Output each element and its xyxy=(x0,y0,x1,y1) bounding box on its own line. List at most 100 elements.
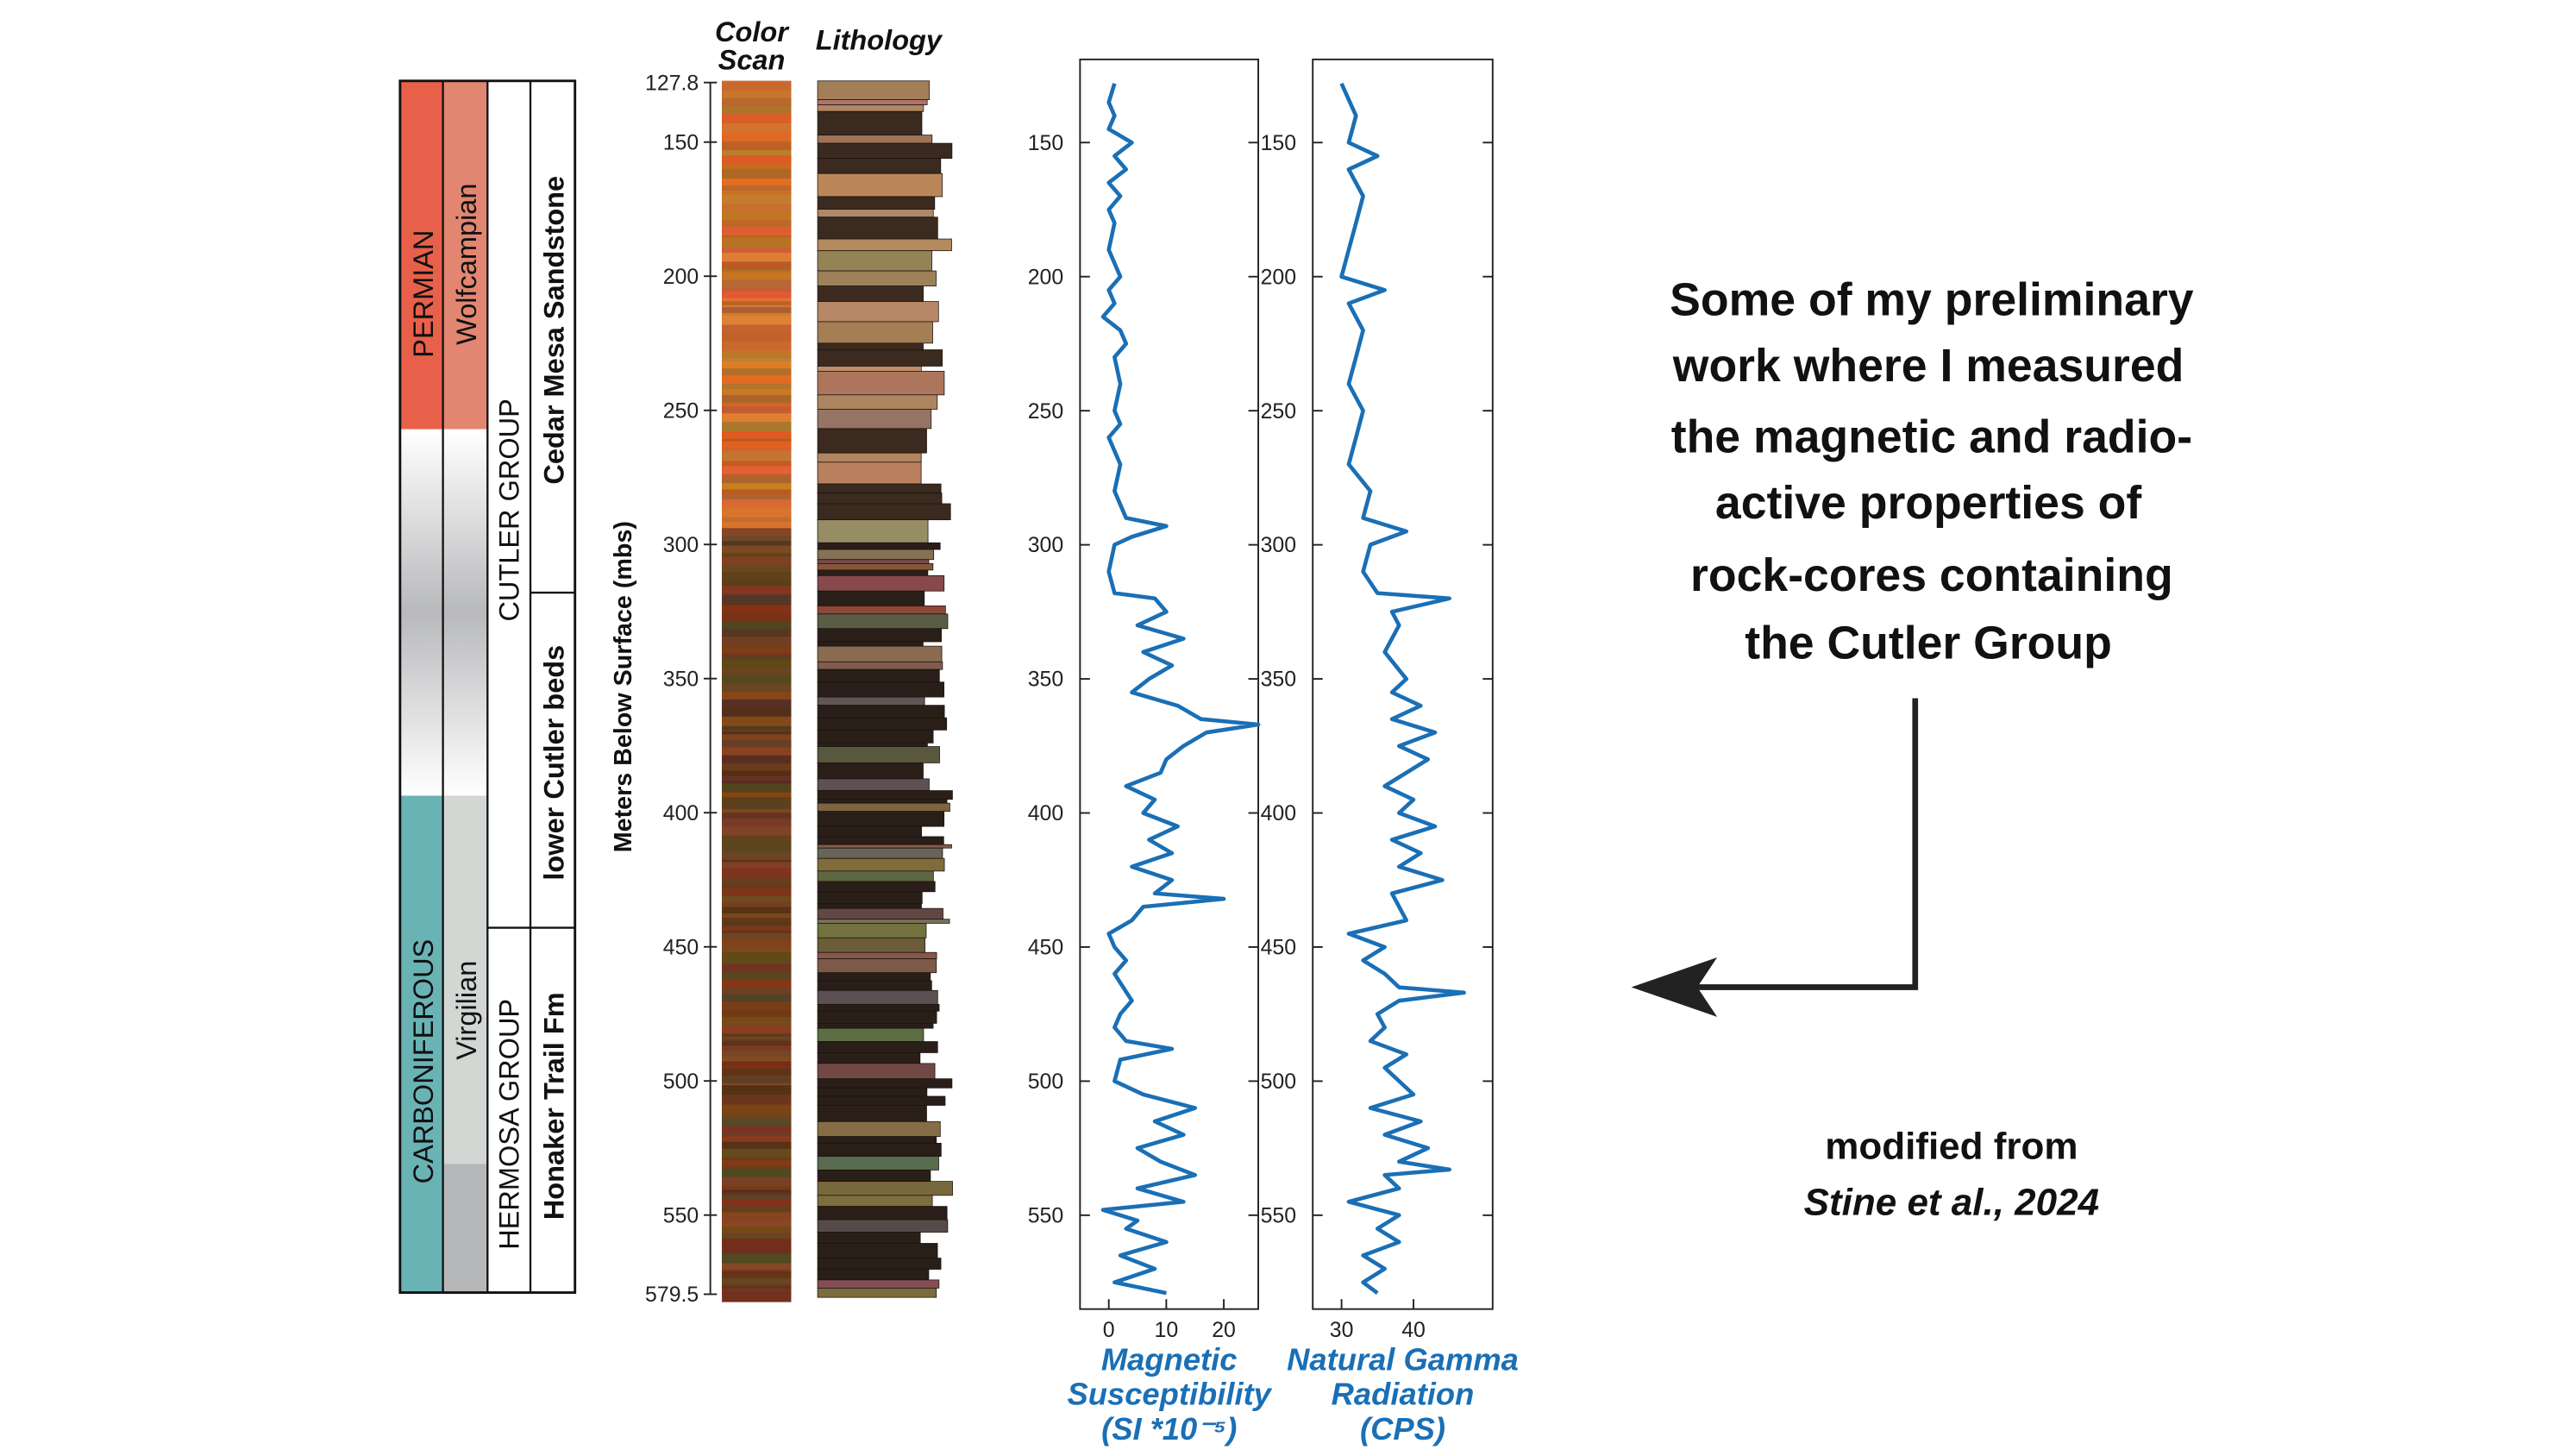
litho-bed xyxy=(817,503,951,521)
scan-band xyxy=(722,1056,792,1063)
litho-bed xyxy=(817,1206,948,1221)
y-tick-label: 500 xyxy=(1028,1070,1063,1094)
wolfcampian-box xyxy=(442,80,488,430)
scan-band xyxy=(722,806,792,810)
text-line: rock-cores containing xyxy=(1690,549,2173,601)
y-tick-label: 200 xyxy=(1261,265,1296,289)
scan-band xyxy=(722,288,792,292)
scan-band xyxy=(722,1095,792,1106)
gap-box xyxy=(399,429,443,796)
litho-bed xyxy=(817,519,929,543)
litho-bed xyxy=(817,452,922,463)
scan-band xyxy=(722,324,792,334)
y-tick-label: 200 xyxy=(1028,265,1063,289)
scan-band xyxy=(722,155,792,164)
litho-bed xyxy=(817,606,946,615)
litho-bed xyxy=(817,394,938,410)
litho-bed xyxy=(817,270,937,287)
scan-band xyxy=(722,521,792,530)
x-axis-title: Magnetic xyxy=(1101,1341,1238,1377)
arrow-line xyxy=(1692,698,1919,990)
litho-bed xyxy=(817,250,932,272)
litho-bed xyxy=(817,1027,924,1042)
scan-band xyxy=(722,301,792,306)
litho-bed xyxy=(817,847,943,859)
litho-bed xyxy=(817,1105,927,1122)
formation-label: lower Cutler beds xyxy=(538,645,569,881)
scan-band xyxy=(722,358,792,363)
scan-band xyxy=(722,792,792,799)
litho-bed xyxy=(817,590,925,606)
depth-tick-label: 200 xyxy=(663,265,699,289)
scan-band xyxy=(722,431,792,440)
scan-band xyxy=(722,775,792,782)
scan-band xyxy=(722,835,792,844)
scan-band xyxy=(722,1068,792,1076)
scan-band xyxy=(722,843,792,853)
scan-band xyxy=(722,1104,792,1114)
scan-band xyxy=(722,986,792,995)
scan-band xyxy=(722,1041,792,1047)
litho-bed xyxy=(817,99,928,105)
scan-band xyxy=(722,163,792,171)
scan-band xyxy=(722,1292,792,1302)
depth-tick-label: 350 xyxy=(663,667,699,691)
y-tick-label: 450 xyxy=(1261,936,1296,960)
litho-bed xyxy=(817,80,930,100)
scan-band xyxy=(722,716,792,727)
litho-bed xyxy=(817,870,934,882)
scan-band xyxy=(722,907,792,914)
scan-band xyxy=(722,808,792,814)
scan-band xyxy=(722,1278,792,1284)
scan-band xyxy=(722,826,792,837)
x-tick-label: 40 xyxy=(1401,1318,1426,1342)
gap-box xyxy=(442,429,488,796)
scan-band xyxy=(722,1033,792,1039)
text-line: work where I measured xyxy=(1672,340,2184,392)
scan-band xyxy=(722,413,792,423)
scan-band xyxy=(722,1177,792,1187)
litho-bed xyxy=(817,1219,949,1233)
period-label: CARBONIFEROUS xyxy=(408,939,439,1184)
scan-band xyxy=(722,1051,792,1057)
scan-band xyxy=(722,312,792,317)
depth-axis-title: Meters Below Surface (mbs) xyxy=(610,521,637,852)
strat-column: PERMIAN Wolfcampian CARBONIFEROUS Virgil… xyxy=(398,79,577,1294)
litho-bed xyxy=(817,483,942,493)
scan-band xyxy=(722,980,792,988)
x-tick-label: 0 xyxy=(1103,1318,1115,1342)
depth-tick-label: 150 xyxy=(663,130,699,154)
scan-band xyxy=(722,97,792,108)
scan-band xyxy=(722,448,792,453)
litho-bed xyxy=(817,951,937,959)
scan-band xyxy=(722,480,792,485)
scan-band xyxy=(722,813,792,819)
litho-bed xyxy=(817,1063,936,1080)
scan-band xyxy=(722,517,792,523)
scan-band xyxy=(722,1045,792,1052)
scan-band xyxy=(722,927,792,932)
litho-bed xyxy=(817,1170,931,1183)
litho-bed xyxy=(817,681,944,698)
text-line: active properties of xyxy=(1715,477,2141,529)
scan-band xyxy=(722,1136,792,1143)
depth-tick-label: 300 xyxy=(663,533,699,557)
credit: modified from xyxy=(1825,1126,2078,1168)
scan-band xyxy=(722,882,792,890)
scan-band xyxy=(722,474,792,481)
scan-band xyxy=(722,818,792,828)
litho-bed xyxy=(817,1269,930,1281)
y-tick-label: 400 xyxy=(1028,801,1063,825)
scan-band xyxy=(722,994,792,1003)
litho-bed xyxy=(817,1232,921,1244)
scan-band xyxy=(722,350,792,360)
litho-bed xyxy=(817,1023,934,1029)
scan-band xyxy=(722,185,792,191)
permian-box xyxy=(399,80,443,430)
column-header: Color xyxy=(715,16,790,47)
litho-bed xyxy=(817,937,925,953)
scan-band xyxy=(722,962,792,966)
scan-band xyxy=(722,132,792,143)
citation: Stine et al., 2024 xyxy=(1804,1182,2099,1224)
arrow xyxy=(1631,698,1919,1017)
